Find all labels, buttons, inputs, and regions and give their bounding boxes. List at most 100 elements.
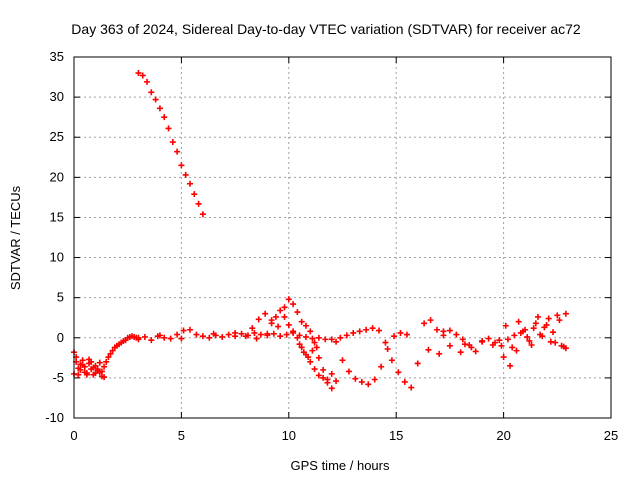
data-point: [300, 349, 307, 356]
series-early-low: [71, 333, 142, 381]
data-point: [139, 72, 146, 79]
data-point: [307, 358, 314, 365]
data-point: [408, 384, 415, 391]
grid-lines: [74, 57, 611, 418]
data-point: [371, 376, 378, 383]
data-point: [461, 341, 468, 348]
series-end-noise: [425, 312, 569, 369]
data-point: [135, 70, 142, 77]
data-points: [71, 70, 569, 392]
data-point: [507, 362, 514, 369]
data-point: [232, 329, 239, 336]
data-point: [382, 339, 389, 346]
data-point: [554, 312, 561, 319]
data-point: [365, 381, 372, 388]
data-point: [509, 344, 516, 351]
data-point: [496, 337, 503, 344]
x-tick-label: 10: [282, 428, 296, 443]
x-tick-label: 5: [178, 428, 185, 443]
y-tick-label: 25: [50, 129, 64, 144]
data-point: [504, 336, 511, 343]
data-point: [174, 148, 181, 155]
data-point: [522, 326, 529, 333]
x-tick-labels: 0 5 10 15 20 25: [70, 428, 618, 443]
series-baseline-a: [135, 326, 335, 344]
data-point: [307, 328, 314, 335]
data-point: [526, 337, 533, 344]
data-point: [270, 330, 277, 337]
data-point: [305, 354, 312, 361]
data-point: [556, 317, 563, 324]
data-point: [401, 378, 408, 385]
data-point: [547, 338, 554, 345]
data-point: [257, 331, 264, 338]
data-point: [532, 320, 539, 327]
y-tick-label: 5: [57, 290, 64, 305]
data-point: [296, 341, 303, 348]
axis-ticks: [73, 56, 612, 419]
data-point: [285, 321, 292, 328]
data-point: [275, 323, 282, 330]
data-point: [167, 335, 174, 342]
plot-frame: [73, 56, 612, 419]
data-point: [376, 327, 383, 334]
data-point: [79, 357, 86, 364]
data-point: [186, 326, 193, 333]
data-point: [210, 330, 217, 337]
data-point: [313, 344, 320, 351]
data-point: [502, 322, 509, 329]
data-point: [290, 328, 297, 335]
data-point: [322, 336, 329, 343]
data-point: [378, 363, 385, 370]
data-point: [161, 334, 168, 341]
data-point: [333, 378, 340, 385]
data-point: [253, 335, 260, 342]
data-point: [156, 105, 163, 112]
data-point: [206, 334, 213, 341]
data-point: [169, 139, 176, 146]
data-point: [199, 211, 206, 218]
data-point: [311, 366, 318, 373]
data-point: [281, 304, 288, 311]
data-point: [294, 309, 301, 316]
data-point: [90, 364, 97, 371]
data-point: [109, 347, 116, 354]
data-point: [472, 348, 479, 355]
data-point: [534, 313, 541, 320]
data-point: [277, 333, 284, 340]
data-point: [309, 335, 316, 342]
data-point: [468, 344, 475, 351]
data-point: [446, 342, 453, 349]
data-point: [328, 336, 335, 343]
data-point: [552, 339, 559, 346]
data-point: [425, 346, 432, 353]
data-point: [135, 336, 142, 343]
x-tick-label: 25: [604, 428, 618, 443]
data-point: [485, 335, 492, 342]
y-tick-label: 10: [50, 250, 64, 265]
y-tick-labels: -10 -5 0 5 10 15 20 25 30 35: [45, 49, 64, 425]
data-point: [333, 338, 340, 345]
data-point: [345, 368, 352, 375]
data-point: [298, 344, 305, 351]
data-point: [219, 333, 226, 340]
data-point: [225, 331, 232, 338]
data-point: [562, 310, 569, 317]
data-point: [178, 335, 185, 342]
data-point: [511, 332, 518, 339]
data-point: [249, 325, 256, 332]
data-point: [242, 333, 249, 340]
data-point: [251, 329, 258, 336]
x-axis-label: GPS time / hours: [291, 458, 390, 473]
data-point: [388, 357, 395, 364]
data-point: [356, 328, 363, 335]
data-point: [277, 307, 284, 314]
data-point: [539, 333, 546, 340]
data-point: [75, 365, 82, 372]
data-point: [384, 346, 391, 353]
data-point: [105, 354, 112, 361]
data-point: [262, 310, 269, 317]
data-point: [315, 354, 322, 361]
data-point: [436, 350, 443, 357]
